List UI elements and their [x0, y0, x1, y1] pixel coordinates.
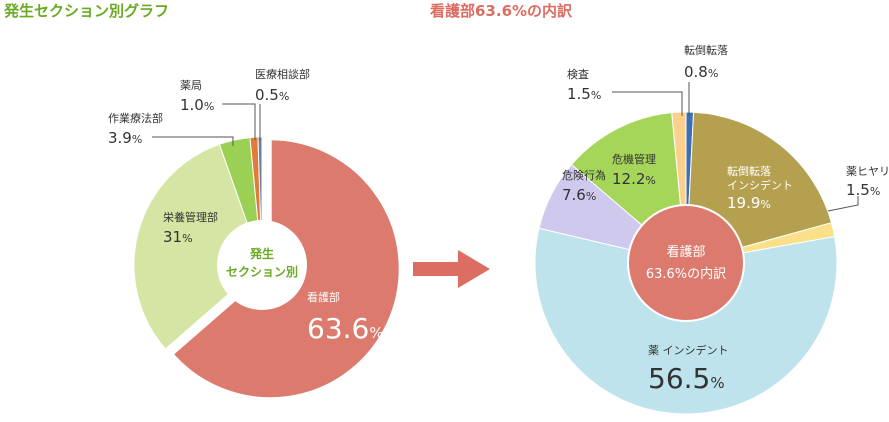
right-arrow-icon	[413, 250, 490, 288]
label-crisis-mgmt: 危機管理	[612, 152, 656, 166]
value-nutrition: 31%	[163, 228, 193, 246]
value-fall: 0.8%	[684, 63, 718, 81]
left-center-line2: セクション別	[226, 265, 298, 279]
right-pie-center	[629, 206, 743, 320]
value-occupational: 3.9%	[108, 129, 142, 147]
left-pie-slice-1	[133, 143, 263, 350]
value-drug-incident: 56.5%	[648, 362, 725, 395]
label-occupational: 作業療法部	[108, 111, 163, 125]
label-drug-incident: 薬 インシデント	[648, 343, 729, 357]
leader-line-drug-near-miss	[827, 196, 859, 212]
label-nutrition: 栄養管理部	[163, 210, 218, 224]
value-medical-consult: 0.5%	[255, 86, 289, 104]
label-dangerous-act: 危険行為	[562, 168, 606, 182]
label-drug-near-miss: 薬ヒヤリ	[846, 165, 889, 178]
right-chart-title: 看護部63.6%の内訳	[430, 2, 573, 20]
label-inspection: 検査	[567, 67, 589, 81]
value-crisis-mgmt: 12.2%	[612, 170, 656, 188]
label-fall-incident-2: インシデント	[727, 178, 793, 192]
value-inspection: 1.5%	[567, 85, 601, 103]
label-fall: 転倒転落	[684, 44, 728, 57]
value-fall-incident: 19.9%	[727, 194, 771, 212]
value-dangerous-act: 7.6%	[562, 186, 596, 204]
leader-line-pharmacy	[222, 103, 256, 140]
right-center-line1: 看護部	[666, 244, 705, 260]
value-drug-near-miss: 1.5%	[846, 181, 880, 199]
label-medical-consult: 医療相談部	[255, 67, 310, 81]
value-pharmacy: 1.0%	[180, 96, 214, 114]
label-fall-incident-1: 転倒転落	[727, 165, 771, 178]
label-pharmacy: 薬局	[180, 79, 202, 92]
left-center-line1: 発生	[249, 246, 274, 261]
value-nursing: 63.6%	[307, 312, 384, 345]
leader-line-inspection	[612, 91, 683, 116]
left-pie-center	[217, 220, 307, 310]
right-center-line2: 63.6%の内訳	[646, 266, 726, 282]
label-nursing: 看護部	[307, 290, 340, 304]
left-chart-title: 発生セクション別グラフ	[3, 2, 169, 20]
leader-line-occupational	[152, 136, 234, 146]
